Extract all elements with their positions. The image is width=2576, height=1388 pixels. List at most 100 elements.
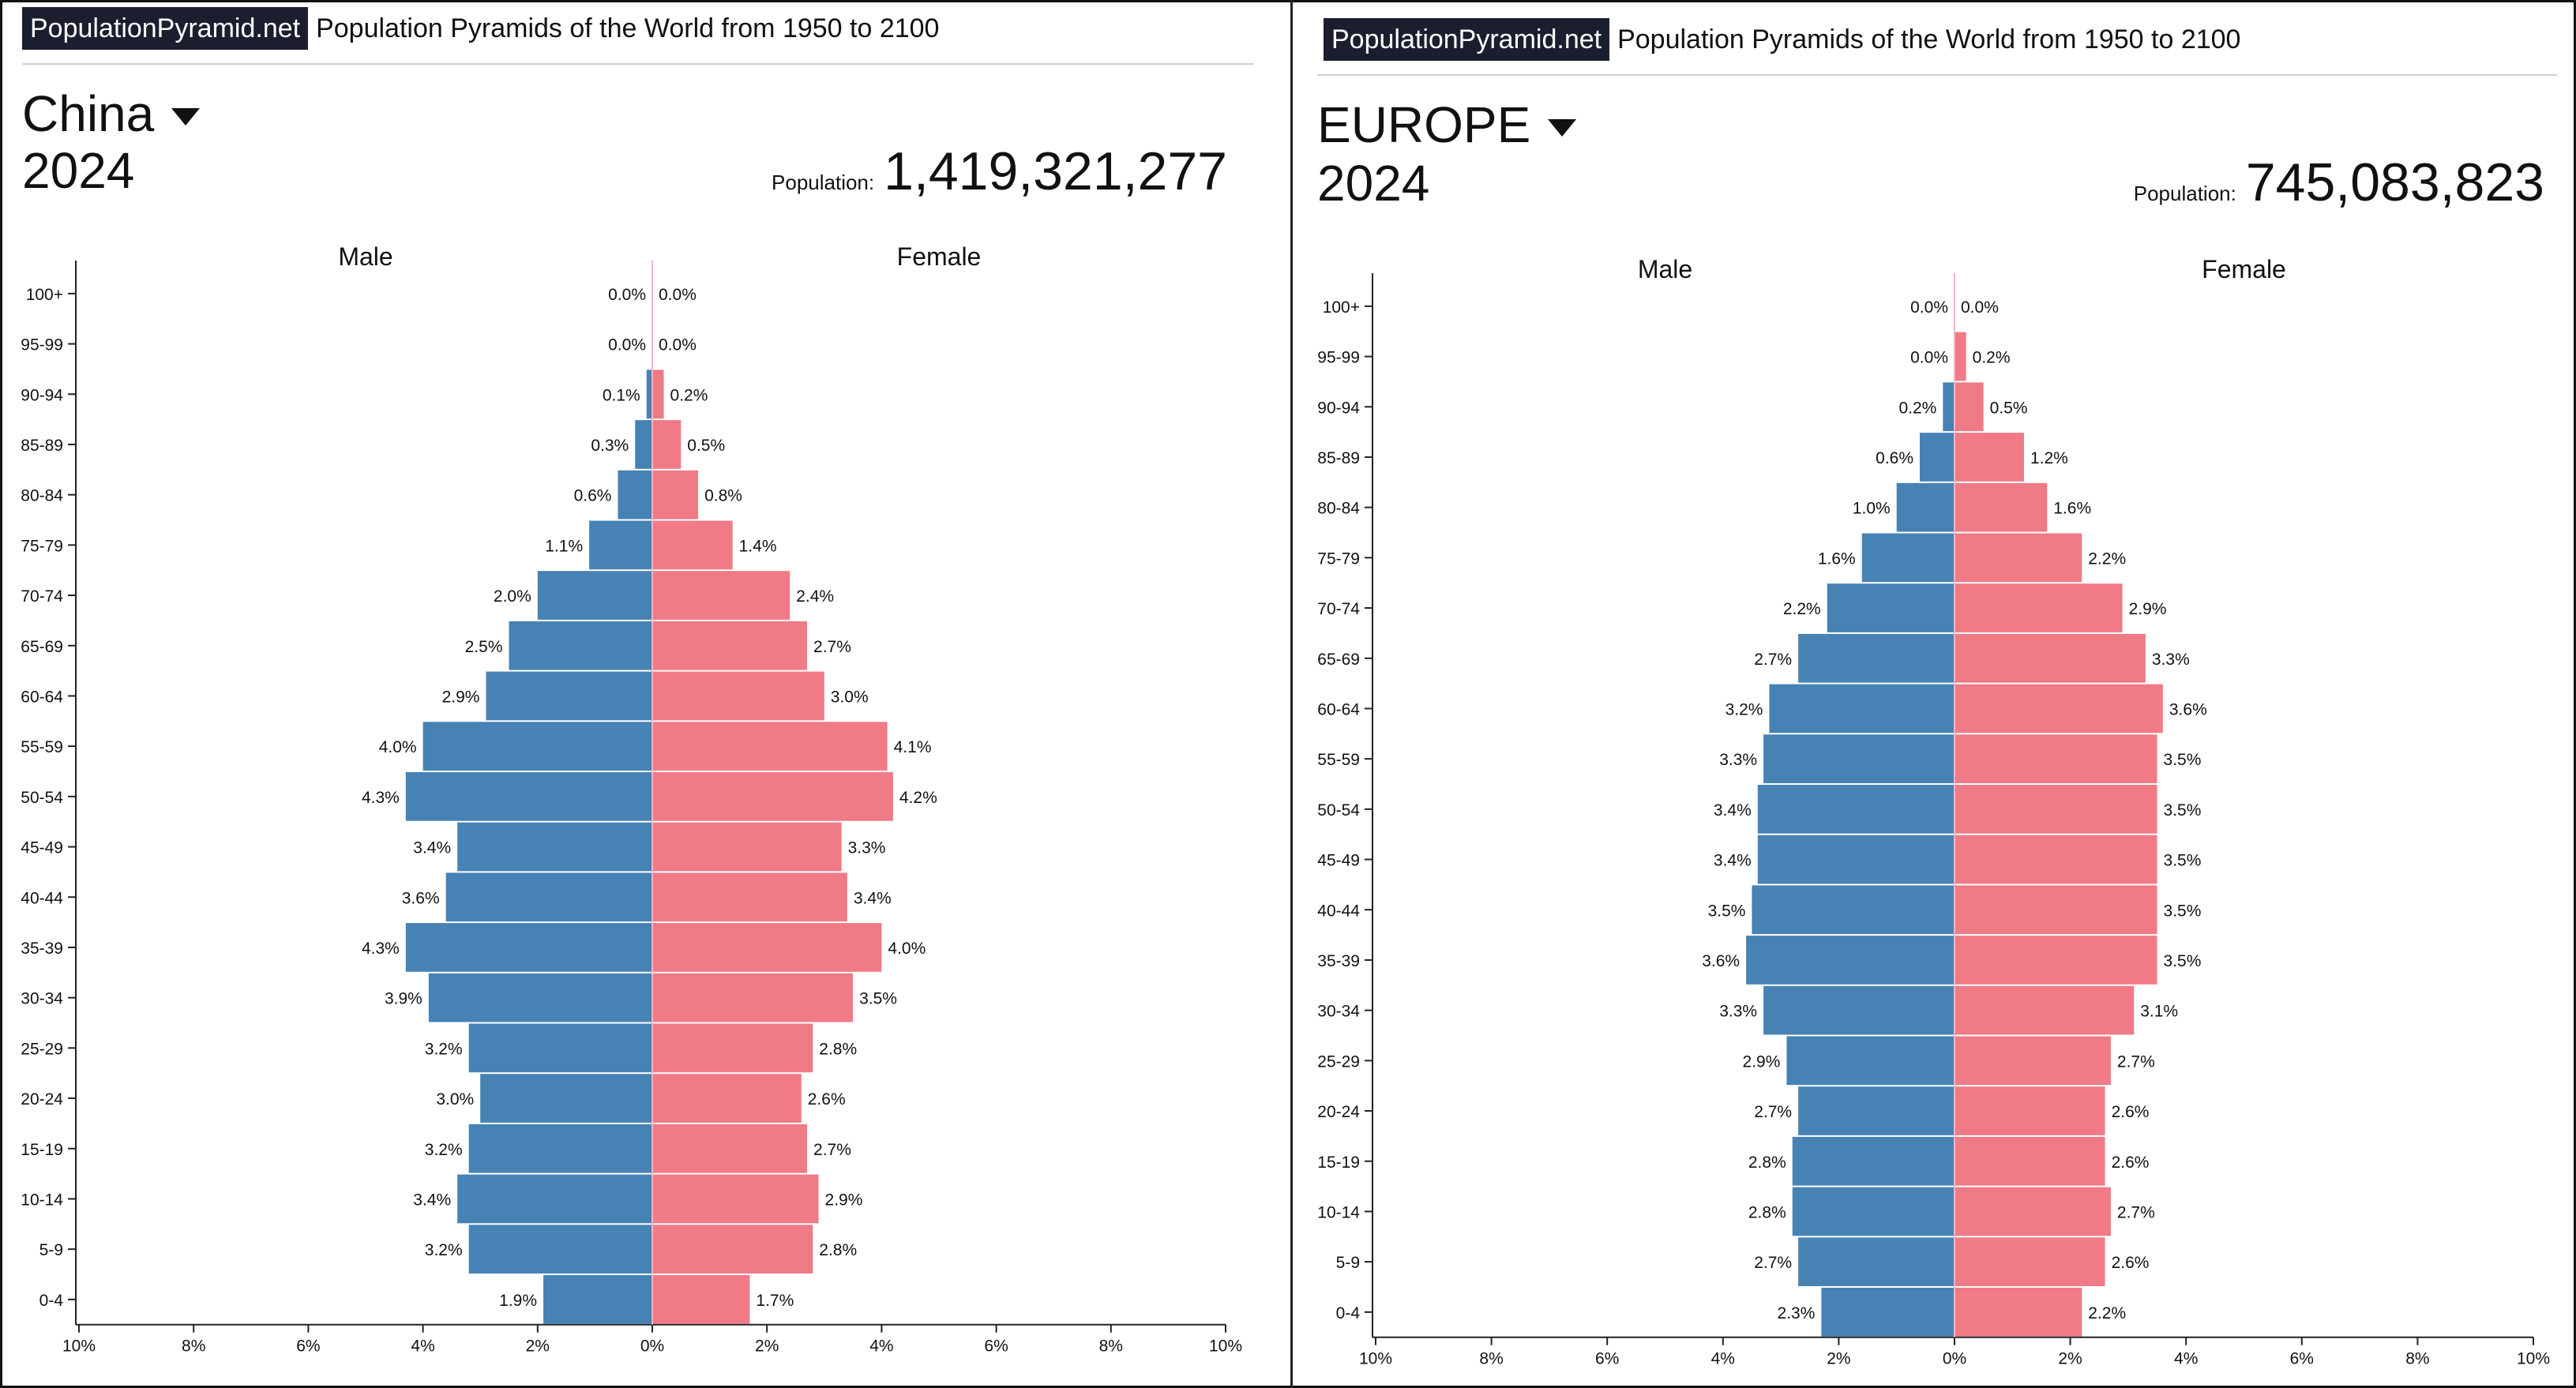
y-tick-label: 45-49 — [21, 839, 63, 857]
y-tick-label: 35-39 — [21, 940, 63, 958]
bar-female — [1955, 1288, 2082, 1337]
value-label-male: 3.9% — [385, 990, 422, 1008]
year-label: 2024 — [22, 142, 135, 199]
bar-male — [1798, 633, 1955, 683]
x-tick-label: 2% — [1827, 1350, 1850, 1368]
panel-divider — [1290, 0, 1293, 1388]
bar-male — [1792, 1136, 1955, 1186]
bar-female — [652, 370, 664, 419]
value-label-male: 4.0% — [379, 738, 417, 756]
region-selector[interactable]: EUROPE — [1317, 96, 1577, 153]
y-tick-label: 10-14 — [1317, 1203, 1360, 1221]
value-label-female: 3.5% — [2164, 852, 2202, 870]
header-rule — [22, 63, 1254, 65]
bar-female — [652, 872, 847, 922]
bar-male — [1769, 684, 1955, 733]
y-tick-label: 60-64 — [21, 688, 63, 706]
value-label-female: 1.2% — [2030, 449, 2068, 467]
dropdown-caret-icon[interactable] — [1548, 119, 1577, 137]
value-label-female: 4.2% — [899, 789, 937, 807]
bar-female — [652, 571, 790, 620]
value-label-female: 4.0% — [888, 940, 926, 958]
value-label-male: 3.3% — [1719, 751, 1757, 769]
value-label-male: 3.5% — [1708, 902, 1746, 920]
y-tick-label: 100+ — [1323, 298, 1360, 317]
region-selector[interactable]: China — [22, 85, 201, 142]
bar-male — [1861, 533, 1955, 583]
value-label-male: 1.0% — [1853, 500, 1891, 518]
x-tick-label: 4% — [869, 1337, 893, 1356]
value-label-female: 2.6% — [2112, 1103, 2150, 1121]
bar-female — [1955, 885, 2157, 935]
x-tick-label: 6% — [1595, 1350, 1619, 1368]
value-label-female: 2.8% — [819, 1040, 857, 1058]
bar-male — [457, 1174, 652, 1224]
value-label-female: 3.3% — [2152, 651, 2190, 669]
y-tick-label: 70-74 — [21, 587, 63, 606]
x-tick-label: 10% — [2517, 1350, 2550, 1368]
bar-male — [422, 722, 652, 771]
y-tick-label: 0-4 — [39, 1292, 64, 1310]
value-label-female: 2.4% — [796, 587, 834, 606]
value-label-female: 0.0% — [659, 336, 697, 355]
y-tick-label: 95-99 — [21, 336, 63, 355]
y-tick-label: 15-19 — [1317, 1154, 1360, 1172]
bar-male — [618, 470, 652, 520]
x-tick-label: 6% — [984, 1337, 1008, 1356]
value-label-female: 1.4% — [739, 537, 777, 555]
bar-female — [652, 923, 882, 972]
y-tick-label: 45-49 — [1317, 852, 1360, 870]
x-tick-label: 8% — [2405, 1350, 2429, 1368]
population-label: Population: — [772, 171, 875, 194]
value-label-male: 0.6% — [1876, 449, 1913, 467]
bar-male — [445, 872, 652, 922]
y-tick-label: 80-84 — [21, 487, 63, 505]
value-label-male: 3.4% — [1714, 801, 1752, 820]
value-label-male: 0.1% — [603, 386, 640, 404]
value-label-male: 3.4% — [1714, 852, 1752, 870]
value-label-female: 2.7% — [813, 638, 851, 656]
y-tick-label: 90-94 — [21, 386, 63, 404]
dropdown-caret-icon[interactable] — [171, 108, 201, 126]
bar-female — [652, 1023, 813, 1073]
value-label-female: 0.2% — [1973, 349, 2011, 367]
brand-logo[interactable]: PopulationPyramid.net — [1324, 18, 1610, 61]
y-tick-label: 5-9 — [39, 1241, 63, 1259]
x-tick-label: 4% — [411, 1337, 434, 1356]
value-label-female: 3.5% — [2164, 952, 2202, 970]
population-value: 745,083,823 — [2245, 152, 2544, 212]
bar-male — [1763, 734, 1955, 783]
value-label-female: 0.0% — [1961, 298, 1999, 317]
bar-female — [652, 1275, 750, 1324]
value-label-female: 2.9% — [825, 1191, 863, 1209]
x-tick-label: 10% — [1209, 1337, 1242, 1356]
bar-female — [1955, 985, 2135, 1035]
bar-male — [468, 1225, 652, 1274]
population-readout: Population: 1,419,321,277 — [772, 141, 1227, 202]
y-tick-label: 60-64 — [1317, 700, 1360, 718]
y-tick-label: 85-89 — [21, 437, 63, 455]
bar-female — [652, 772, 893, 821]
bar-female — [652, 1124, 808, 1173]
value-label-female: 2.6% — [2112, 1154, 2150, 1172]
value-label-male: 2.7% — [1754, 1103, 1792, 1121]
value-label-male: 2.0% — [494, 587, 531, 606]
value-label-female: 2.6% — [808, 1090, 846, 1109]
value-label-male: 0.0% — [1910, 349, 1948, 367]
x-tick-label: 0% — [640, 1337, 664, 1356]
x-tick-label: 10% — [1359, 1350, 1392, 1368]
value-label-male: 2.7% — [1754, 651, 1792, 669]
brand-logo[interactable]: PopulationPyramid.net — [22, 7, 309, 50]
value-label-female: 2.9% — [2129, 600, 2167, 618]
bar-female — [652, 1225, 813, 1274]
bar-female — [1955, 734, 2157, 783]
y-tick-label: 55-59 — [21, 738, 63, 756]
value-label-female: 3.1% — [2140, 1003, 2178, 1021]
bar-female — [1955, 1086, 2105, 1135]
y-tick-label: 30-34 — [21, 990, 63, 1008]
x-tick-label: 6% — [296, 1337, 320, 1356]
value-label-female: 0.0% — [659, 286, 697, 304]
bar-male — [1827, 583, 1955, 632]
site-header: PopulationPyramid.net Population Pyramid… — [22, 6, 939, 51]
y-tick-label: 65-69 — [21, 638, 63, 656]
